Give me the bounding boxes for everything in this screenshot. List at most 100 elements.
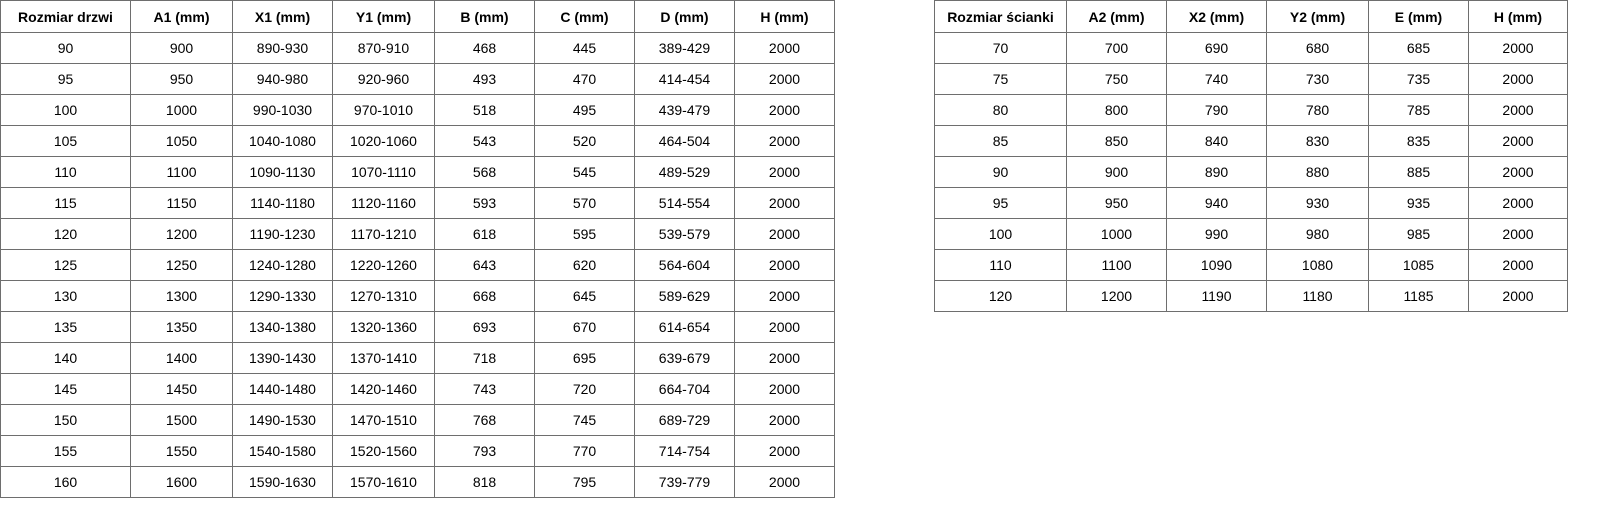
table-cell: 745 <box>534 404 635 436</box>
table-row: 115 1150 1140-1180 1120-1160 593 570 514-554 20… <box>0 187 835 219</box>
table-cell: 140 <box>0 342 131 374</box>
table-cell: 870-910 <box>332 32 435 64</box>
table-cell: 1540-1580 <box>232 435 333 467</box>
table-row: 150 1500 1490-1530 1470-1510 768 745 689-729 20… <box>0 404 835 436</box>
table-row: 105 1050 1040-1080 1020-1060 543 520 464-504 20… <box>0 125 835 157</box>
table-row: 145 1450 1440-1480 1420-1460 743 720 664-704 20… <box>0 373 835 405</box>
table-cell: 695 <box>534 342 635 374</box>
table-cell: 1150 <box>130 187 233 219</box>
table-cell: 1450 <box>130 373 233 405</box>
table-cell: 2000 <box>734 156 835 188</box>
table-cell: 75 <box>934 63 1067 95</box>
table-cell: 2000 <box>734 311 835 343</box>
table-row: 90 900 890 880 885 2000 <box>934 156 1568 188</box>
table-cell: 2000 <box>734 94 835 126</box>
table-cell: 1350 <box>130 311 233 343</box>
table-cell: 618 <box>434 218 535 250</box>
table-cell: 950 <box>1066 187 1167 219</box>
table-cell: 1090-1130 <box>232 156 333 188</box>
table-cell: 110 <box>0 156 131 188</box>
table-cell: 990 <box>1166 218 1267 250</box>
table-header-row: Rozmiar ścianki A2 (mm) X2 (mm) Y2 (mm) E (m… <box>934 0 1568 33</box>
table-cell: 835 <box>1368 125 1469 157</box>
table-cell: 1070-1110 <box>332 156 435 188</box>
table-cell: 1600 <box>130 466 233 498</box>
table-cell: 740 <box>1166 63 1267 95</box>
table-cell: 2000 <box>1468 63 1568 95</box>
column-header: E (mm) <box>1368 0 1469 33</box>
table-cell: 689-729 <box>634 404 735 436</box>
table-cell: 2000 <box>734 63 835 95</box>
table-cell: 2000 <box>1468 187 1568 219</box>
table-cell: 1590-1630 <box>232 466 333 498</box>
table-cell: 664-704 <box>634 373 735 405</box>
table-cell: 493 <box>434 63 535 95</box>
table-cell: 818 <box>434 466 535 498</box>
column-header: H (mm) <box>734 0 835 33</box>
column-header: D (mm) <box>634 0 735 33</box>
table-cell: 1370-1410 <box>332 342 435 374</box>
table-cell: 730 <box>1266 63 1369 95</box>
table-cell: 468 <box>434 32 535 64</box>
table-cell: 389-429 <box>634 32 735 64</box>
table-cell: 1440-1480 <box>232 373 333 405</box>
door-size-table: Rozmiar drzwi A1 (mm) X1 (mm) Y1 (mm) B (mm)… <box>0 0 835 498</box>
table-cell: 940 <box>1166 187 1267 219</box>
table-row: 160 1600 1590-1630 1570-1610 818 795 739-779 20… <box>0 466 835 498</box>
table-cell: 690 <box>1166 32 1267 64</box>
table-cell: 2000 <box>1468 125 1568 157</box>
table-cell: 790 <box>1166 94 1267 126</box>
column-header: Y1 (mm) <box>332 0 435 33</box>
table-cell: 80 <box>934 94 1067 126</box>
table-cell: 1180 <box>1266 280 1369 312</box>
table-cell: 1490-1530 <box>232 404 333 436</box>
table-cell: 125 <box>0 249 131 281</box>
table-cell: 735 <box>1368 63 1469 95</box>
table-cell: 2000 <box>734 280 835 312</box>
table-cell: 70 <box>934 32 1067 64</box>
table-cell: 135 <box>0 311 131 343</box>
table-cell: 930 <box>1266 187 1369 219</box>
table-cell: 514-554 <box>634 187 735 219</box>
table-cell: 680 <box>1266 32 1369 64</box>
table-cell: 1250 <box>130 249 233 281</box>
table-cell: 439-479 <box>634 94 735 126</box>
table-cell: 1170-1210 <box>332 218 435 250</box>
table-cell: 1390-1430 <box>232 342 333 374</box>
table-cell: 2000 <box>1468 156 1568 188</box>
table-cell: 1100 <box>130 156 233 188</box>
column-header: A1 (mm) <box>130 0 233 33</box>
table-row: 75 750 740 730 735 2000 <box>934 63 1568 95</box>
column-header: Rozmiar ścianki <box>934 0 1067 33</box>
table-cell: 1500 <box>130 404 233 436</box>
table-cell: 768 <box>434 404 535 436</box>
wall-size-table: Rozmiar ścianki A2 (mm) X2 (mm) Y2 (mm) E (m… <box>934 0 1568 312</box>
table-cell: 1470-1510 <box>332 404 435 436</box>
table-cell: 743 <box>434 373 535 405</box>
table-cell: 95 <box>0 63 131 95</box>
table-cell: 720 <box>534 373 635 405</box>
table-cell: 850 <box>1066 125 1167 157</box>
table-row: 90 900 890-930 870-910 468 445 389-429 2000 <box>0 32 835 64</box>
table-cell: 145 <box>0 373 131 405</box>
table-cell: 110 <box>934 249 1067 281</box>
table-cell: 1080 <box>1266 249 1369 281</box>
table-cell: 2000 <box>734 373 835 405</box>
table-cell: 1550 <box>130 435 233 467</box>
table-cell: 990-1030 <box>232 94 333 126</box>
column-header: Rozmiar drzwi <box>0 0 131 33</box>
table-cell: 920-960 <box>332 63 435 95</box>
table-cell: 1100 <box>1066 249 1167 281</box>
table-row: 70 700 690 680 685 2000 <box>934 32 1568 64</box>
table-cell: 900 <box>1066 156 1167 188</box>
table-cell: 1340-1380 <box>232 311 333 343</box>
table-cell: 1200 <box>130 218 233 250</box>
table-cell: 1190-1230 <box>232 218 333 250</box>
table-cell: 495 <box>534 94 635 126</box>
column-header: C (mm) <box>534 0 635 33</box>
table-cell: 1020-1060 <box>332 125 435 157</box>
table-cell: 105 <box>0 125 131 157</box>
table-cell: 120 <box>934 280 1067 312</box>
column-header: Y2 (mm) <box>1266 0 1369 33</box>
table-cell: 1290-1330 <box>232 280 333 312</box>
